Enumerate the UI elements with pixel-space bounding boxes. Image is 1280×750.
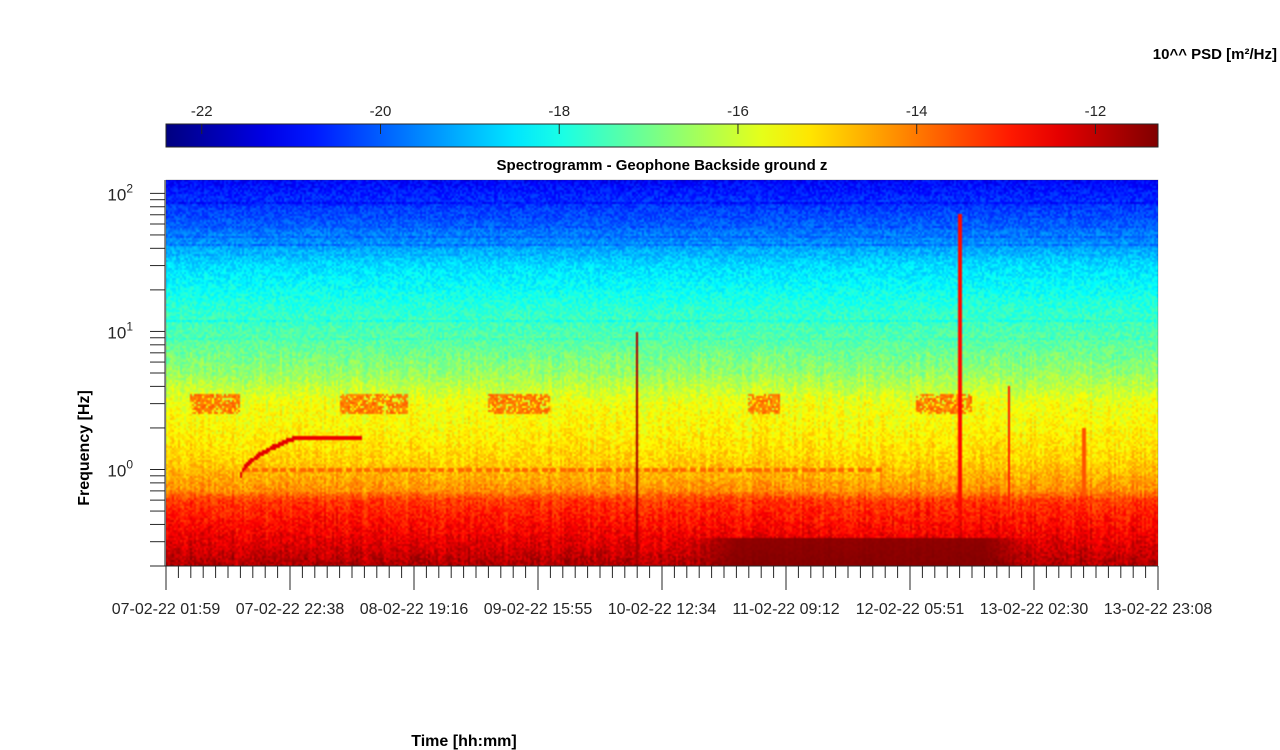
chart-title: Spectrogramm - Geophone Backside ground …: [497, 157, 828, 174]
colorbar-bar: [165, 123, 1159, 148]
x-tick-label: 07-02-22 01:59: [112, 601, 221, 618]
x-tick-label: 09-02-22 15:55: [484, 601, 593, 618]
x-tick-label: 08-02-22 19:16: [360, 601, 469, 618]
y-axis-label: Frequency [Hz]: [76, 390, 93, 506]
spectrogram-image: [166, 180, 1158, 566]
colorbar-ticks: -22 -20 -18 -16 -14 -12: [191, 103, 1106, 120]
x-tick-label: 10-02-22 12:34: [608, 601, 717, 618]
plot-area: [166, 180, 1158, 566]
x-tick-label: 11-02-22 09:12: [732, 601, 839, 618]
colorbar-tick-label: -22: [191, 103, 213, 120]
colorbar: 10^^ PSD [m²/Hz] -22 -20 -18 -16 -14 -12: [165, 46, 1277, 148]
colorbar-label: 10^^ PSD [m²/Hz]: [1153, 46, 1277, 63]
x-tick-label: 13-02-22 23:08: [1104, 601, 1213, 618]
colorbar-tick-label: -12: [1085, 103, 1107, 120]
x-axis-label: Time [hh:mm]: [411, 733, 516, 750]
colorbar-tick-label: -14: [906, 103, 928, 120]
colorbar-tick-label: -16: [727, 103, 749, 120]
colorbar-tick-label: -18: [548, 103, 570, 120]
x-tick-label: 12-02-22 05:51: [856, 601, 965, 618]
x-axis: 07-02-22 01:59 07-02-22 22:38 08-02-22 19:…: [112, 565, 1213, 750]
x-tick-label: 13-02-22 02:30: [980, 601, 1089, 618]
colorbar-tick-label: -20: [370, 103, 392, 120]
y-axis: 100 101 102 Frequency [Hz]: [76, 180, 166, 567]
y-tick-label: 101: [107, 319, 133, 342]
x-tick-label: 07-02-22 22:38: [236, 601, 345, 618]
y-tick-label: 100: [107, 458, 133, 481]
y-tick-label: 102: [107, 181, 133, 204]
